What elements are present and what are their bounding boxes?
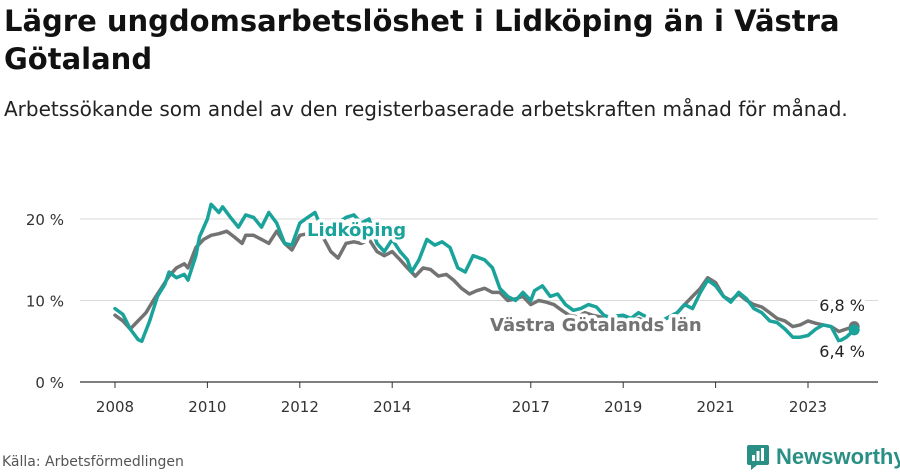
value-label-lidkoping: 6,4 % bbox=[819, 342, 865, 361]
series-label-lidkoping: Lidköping bbox=[307, 220, 406, 241]
brand-name: Newsworthy bbox=[776, 444, 900, 469]
x-tick-label-2019: 2019 bbox=[604, 398, 642, 416]
chart-title: Lägre ungdomsarbetslöshet i Lidköping än… bbox=[4, 4, 840, 76]
newsworthy-logo-icon bbox=[747, 445, 769, 470]
series-line-lidkoping bbox=[113, 202, 856, 344]
x-tick-label-2008: 2008 bbox=[96, 398, 134, 416]
source-note: Källa: Arbetsförmedlingen bbox=[2, 454, 184, 470]
series-line-vastra-gotaland bbox=[113, 229, 856, 334]
x-axis: 2008 2010 2012 2014 2017 2019 2021 2023 bbox=[80, 381, 878, 416]
x-tick-label-2023: 2023 bbox=[789, 398, 827, 416]
x-tick-label-2012: 2012 bbox=[281, 398, 319, 416]
series-label-vastra-gotaland: Västra Götalands län bbox=[490, 315, 702, 336]
x-tick-label-2010: 2010 bbox=[188, 398, 226, 416]
series-lines bbox=[113, 202, 860, 344]
y-tick-label-0: 0 % bbox=[35, 374, 64, 392]
x-tick-label-2021: 2021 bbox=[697, 398, 735, 416]
chart-subtitle: Arbetssökande som andel av den registerb… bbox=[4, 97, 848, 121]
endpoint-lidkoping bbox=[848, 324, 860, 336]
y-tick-label-10: 10 % bbox=[26, 293, 64, 311]
y-tick-label-20: 20 % bbox=[26, 211, 64, 229]
brand-logo[interactable]: Newsworthy bbox=[746, 442, 900, 472]
y-axis-tick-labels: 0 % 10 % 20 % bbox=[26, 211, 64, 392]
x-tick-label-2017: 2017 bbox=[512, 398, 550, 416]
series-labels: Lidköping Västra Götalands län 6,8 % 6,4 % bbox=[304, 217, 869, 365]
value-label-vastra-gotaland: 6,8 % bbox=[819, 296, 865, 315]
x-tick-label-2014: 2014 bbox=[373, 398, 411, 416]
